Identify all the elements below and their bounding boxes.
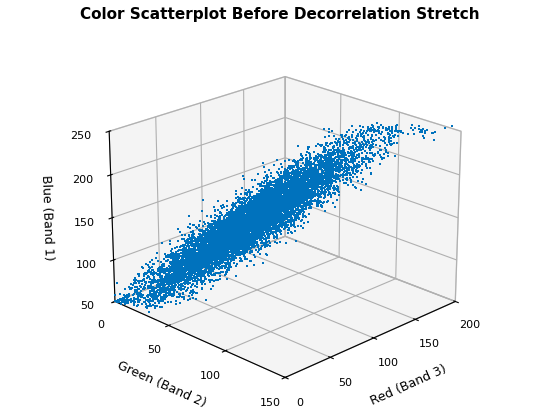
Title: Color Scatterplot Before Decorrelation Stretch: Color Scatterplot Before Decorrelation S… — [80, 7, 480, 22]
X-axis label: Red (Band 3): Red (Band 3) — [368, 362, 448, 407]
Y-axis label: Green (Band 2): Green (Band 2) — [116, 360, 208, 410]
